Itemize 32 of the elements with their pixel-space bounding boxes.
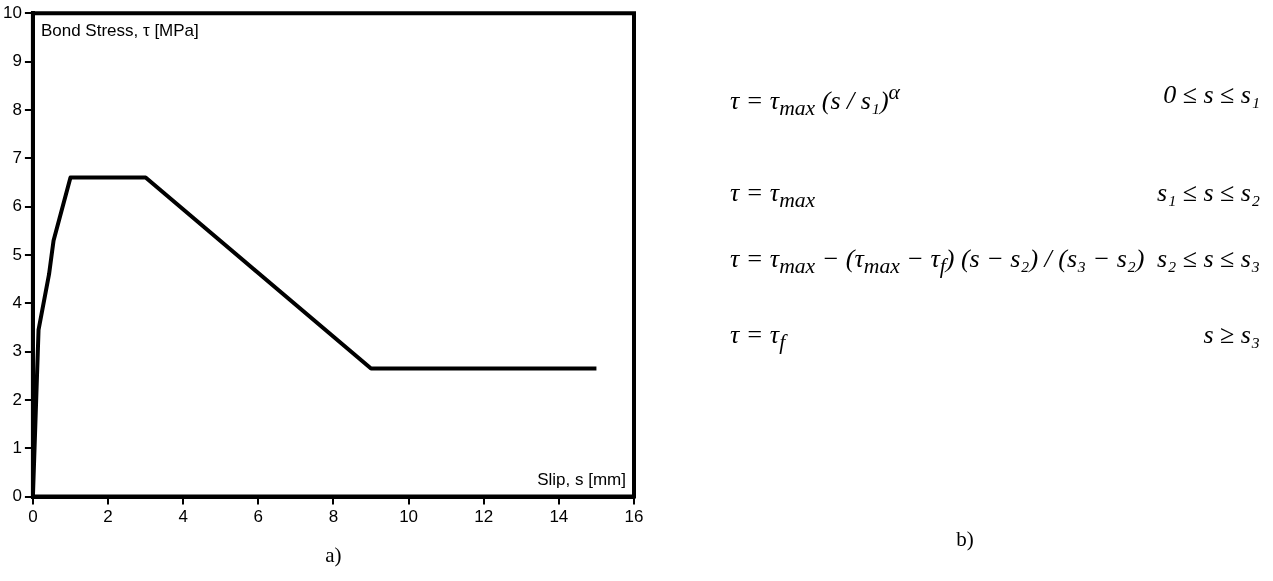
x-tick-label: 12	[474, 507, 494, 527]
x-axis-title: Slip, s [mm]	[537, 469, 626, 489]
y-tick-label: 2	[12, 389, 22, 409]
y-tick-label: 8	[12, 99, 22, 119]
x-tick-label: 8	[328, 507, 339, 527]
text: s ≥ s₃	[1203, 320, 1260, 350]
x-tick-label: 14	[549, 507, 569, 527]
y-tick-label: 5	[12, 244, 22, 264]
text: τ = τ$_{max}$ − (τ$_{max}$ − τ$_{f}$) (s − s₂) / (s₃ − s₂)	[730, 244, 1145, 280]
y-tick-label: 10	[2, 2, 22, 22]
text: τ = τ$_{f}$	[730, 320, 786, 356]
x-tick-label: 0	[28, 507, 38, 527]
x-tick-label: 6	[253, 507, 264, 527]
y-tick-label: 7	[12, 147, 22, 167]
x-tick-label: 2	[103, 507, 113, 527]
text: a)	[325, 543, 342, 567]
y-tick-label: 9	[12, 51, 22, 71]
text: b)	[955, 527, 975, 552]
y-axis-title: Bond Stress, τ [MPa]	[40, 21, 199, 41]
y-tick-label: 3	[12, 341, 22, 361]
x-tick-label: 10	[399, 507, 419, 527]
x-tick-label: 16	[624, 507, 644, 527]
text: τ = τ$_{max}$ (s / s₁)$^{α}$	[730, 80, 900, 121]
text: 0 ≤ s ≤ s₁	[1163, 80, 1260, 110]
text: s₂ ≤ s ≤ s₃	[1157, 244, 1260, 274]
y-tick-label: 1	[12, 437, 22, 457]
y-tick-label: 6	[12, 196, 22, 216]
y-tick-label: 4	[12, 292, 22, 312]
text: s₁ ≤ s ≤ s₂	[1157, 178, 1260, 208]
x-tick-label: 4	[178, 507, 188, 527]
y-tick-label: 0	[12, 486, 22, 506]
text: τ = τ$_{max}$	[730, 178, 816, 214]
